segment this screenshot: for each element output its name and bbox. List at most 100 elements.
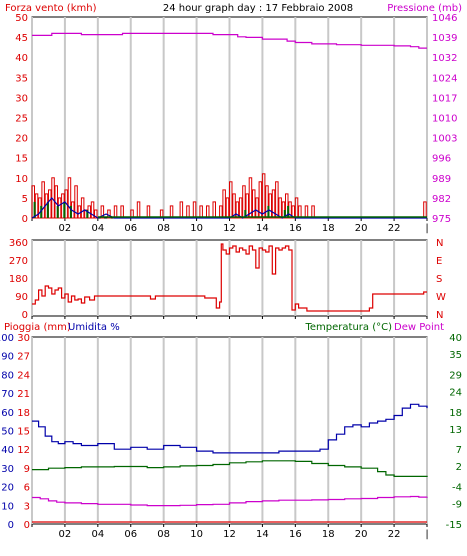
wind-gust-bar: [287, 205, 290, 218]
wind-speed-bar: [242, 185, 246, 219]
chart-title: 24 hour graph day : 17 Febbraio 2008: [163, 3, 353, 14]
humidity-tick-label: 0: [8, 520, 14, 531]
temperature-tick-label: 13: [449, 425, 462, 436]
wind-speed-bar: [222, 189, 226, 219]
humidity-tick-label: 10: [1, 501, 14, 512]
wind-speed-bar: [229, 181, 233, 219]
wind-panel-x-tick-label: 04: [91, 223, 104, 234]
pressure-tick-label: 1003: [432, 134, 457, 145]
wind-gust-bar: [56, 205, 59, 218]
temperature-tick-label: 40: [449, 333, 462, 344]
wind-gust-bar: [69, 205, 72, 218]
wind-speed-bar: [179, 201, 184, 219]
direction-compass-label: S: [436, 274, 442, 285]
wind-speed-bar: [113, 205, 118, 219]
wind-gust-bar: [283, 210, 286, 218]
wind-speed-tick-label: 40: [15, 53, 28, 64]
wind-speed-bar: [291, 205, 295, 219]
climate-panel-x-tick-label: 08: [157, 529, 170, 540]
humidity-tick-label: 70: [1, 389, 14, 400]
wind-speed-tick-label: 50: [15, 13, 28, 24]
wind-speed-bar: [77, 205, 82, 219]
wind-speed-bar: [136, 201, 141, 219]
climate-panel-x-tick-label: 04: [91, 529, 104, 540]
pressure-tick-label: 1046: [432, 13, 457, 24]
wind-speed-bar: [80, 197, 85, 219]
wind-speed-bar: [212, 201, 216, 219]
humidity-axis-title: Umidita %: [68, 322, 120, 333]
wind-speed-tick-label: 30: [15, 93, 28, 104]
wind-speed-bar: [41, 181, 45, 219]
direction-compass-label: N: [436, 238, 443, 249]
wind-speed-bar: [219, 205, 223, 219]
temperature-tick-label: 24: [449, 387, 462, 398]
wind-speed-bar: [278, 197, 282, 219]
pressure-tick-label: 989: [432, 174, 451, 185]
wind-gust-bar: [86, 210, 89, 218]
wind-speed-bar: [238, 197, 243, 219]
wind-speed-bar: [206, 205, 210, 219]
climate-panel-x-tick-label: 16: [289, 529, 302, 540]
humidity-tick-label: 90: [1, 352, 14, 363]
rain-tick-label: 30: [17, 333, 30, 344]
climate-panel-x-tick-label: 18: [322, 529, 335, 540]
wind-speed-bar: [169, 205, 174, 219]
wind-speed-bar: [265, 185, 269, 219]
humidity-tick-label: 80: [1, 370, 14, 381]
direction-tick-label: 0: [22, 310, 28, 321]
humidity-tick-label: 30: [1, 464, 14, 475]
wind-speed-bar: [199, 205, 203, 219]
climate-panel-x-tick-label: 22: [388, 529, 401, 540]
wind-panel-x-tick-label: 18: [322, 223, 335, 234]
rain-tick-label: 0: [24, 520, 30, 531]
wind-speed-bar: [294, 197, 299, 219]
wind-speed-bar: [275, 181, 279, 219]
wind-speed-bar: [255, 197, 259, 219]
wind-direction-line: [32, 243, 427, 312]
wind-speed-bar: [261, 173, 266, 219]
wind-panel-x-tick-label: 22: [388, 223, 401, 234]
wind-average-line: [31, 196, 427, 219]
wind-speed-tick-label: 0: [22, 214, 28, 225]
wind-speed-bar: [94, 209, 98, 219]
direction-tick-label: 360: [9, 238, 28, 249]
rain-tick-label: 15: [17, 427, 30, 438]
pressure-tick-label: 975: [432, 214, 451, 225]
direction-tick-label: 90: [15, 292, 28, 303]
wind-gust-bar: [46, 201, 49, 218]
wind-panel-x-tick-label: 16: [289, 223, 302, 234]
climate-panel-x-tick-label: 06: [124, 529, 137, 540]
wind-panel-x-end-mark: |: [425, 223, 428, 234]
temperature-tick-label: 18: [449, 408, 462, 419]
climate-panel-x-tick-label: 10: [190, 529, 203, 540]
wind-speed-bar: [252, 189, 256, 219]
wind-gust-bar: [267, 205, 270, 218]
wind-speed-bar: [186, 205, 190, 219]
wind-speed-bar: [235, 201, 240, 219]
wind-speed-bar: [120, 205, 124, 219]
wind-panel-x-tick-label: 12: [223, 223, 236, 234]
wind-panel-x-tick-label: 20: [355, 223, 368, 234]
wind-speed-bar: [258, 181, 263, 219]
climate-panel-x-end-mark: |: [425, 529, 428, 540]
wind-speed-bar: [74, 185, 78, 219]
temperature-axis-title: Temperatura (°C): [304, 322, 392, 333]
rain-axis-title: Pioggia (mm): [4, 322, 71, 333]
wind-panel-x-tick-label: 10: [190, 223, 203, 234]
climate-panel-x-tick-label: 20: [355, 529, 368, 540]
humidity-tick-label: 100: [0, 333, 14, 344]
temperature-tick-label: 29: [449, 370, 462, 381]
wind-speed-bar: [311, 205, 315, 219]
pressure-tick-label: 982: [432, 194, 451, 205]
wind-speed-tick-label: 5: [22, 194, 28, 205]
wind-speed-bar: [192, 201, 197, 219]
rain-tick-label: 18: [17, 408, 30, 419]
direction-compass-label: W: [436, 292, 446, 303]
pressure-tick-label: 1024: [432, 73, 457, 84]
wind-speed-bar: [48, 189, 52, 219]
wind-speed-bar: [225, 197, 230, 219]
climate-panel-x-tick-label: 12: [223, 529, 236, 540]
humidity-tick-label: 20: [1, 483, 14, 494]
wind-gust-bar: [33, 201, 36, 218]
